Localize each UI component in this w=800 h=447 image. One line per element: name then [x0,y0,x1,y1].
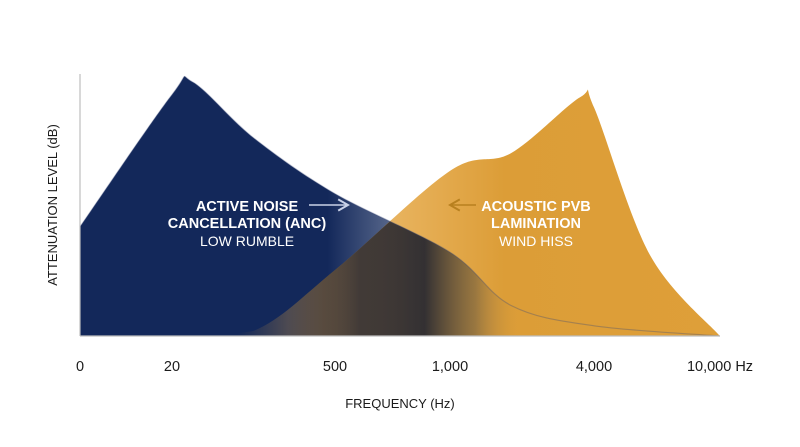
pvb-subtitle: WIND HISS [499,233,573,249]
y-axis-title: ATTENUATION LEVEL (dB) [45,124,60,286]
anc-curve-line [79,75,721,337]
anc-subtitle: LOW RUMBLE [200,233,294,249]
x-tick-label: 20 [164,359,180,375]
x-tick-label: 0 [76,359,84,375]
anc-title-line-2: CANCELLATION (ANC) [168,216,327,232]
x-axis-title: FREQUENCY (Hz) [345,396,455,411]
x-tick-label: 4,000 [576,359,612,375]
anc-area [80,76,720,336]
pvb-area [172,89,720,336]
pvb-title-line-1: ACOUSTIC PVB [481,199,591,215]
x-tick-label: 500 [323,359,347,375]
x-tick-label: 1,000 [432,359,468,375]
pvb-title-line-2: LAMINATION [491,216,581,232]
areas-layer [79,75,721,337]
anc-annotation: ACTIVE NOISE CANCELLATION (ANC) LOW RUMB… [168,198,350,249]
pvb-annotation: ACOUSTIC PVB LAMINATION WIND HISS [448,198,591,249]
anc-title-line-1: ACTIVE NOISE [196,199,299,215]
x-tick-label: 10,000 Hz [687,359,753,375]
x-ticks: 0 20 500 1,000 4,000 10,000 Hz [76,359,753,375]
